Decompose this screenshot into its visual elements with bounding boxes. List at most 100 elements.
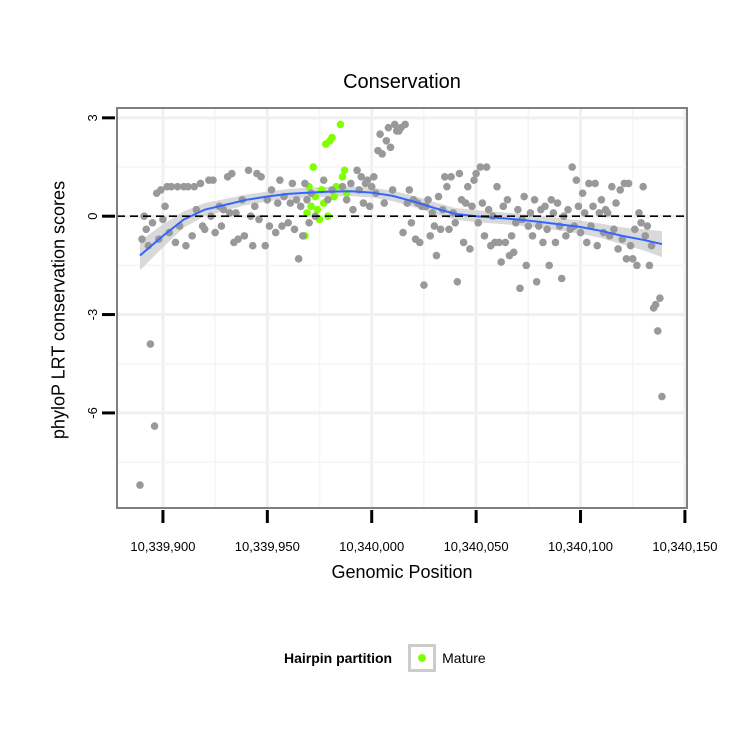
point-other <box>200 225 209 234</box>
point-other <box>572 176 581 184</box>
legend-key <box>408 644 437 672</box>
point-other <box>426 232 434 240</box>
point-other <box>136 481 144 489</box>
point-other <box>276 176 284 184</box>
point-other <box>284 218 293 227</box>
point-other <box>530 196 539 204</box>
point-other <box>597 196 606 204</box>
point-other <box>265 222 274 230</box>
point-other <box>188 232 196 240</box>
point-other <box>532 277 541 286</box>
point-other <box>468 202 476 211</box>
point-other <box>637 218 645 227</box>
point-other <box>240 232 249 240</box>
point-other <box>482 163 491 171</box>
point-other <box>616 186 624 194</box>
y-tick-label: -3 <box>85 309 100 321</box>
point-other <box>626 241 635 250</box>
point-other <box>359 199 368 207</box>
point-other <box>370 173 378 181</box>
point-mature <box>330 192 338 201</box>
point-other <box>273 199 282 207</box>
point-other <box>507 232 516 240</box>
point-other <box>493 182 501 191</box>
point-other <box>522 261 531 270</box>
point-other <box>138 235 146 243</box>
point-other <box>534 222 543 230</box>
point-other <box>524 222 533 230</box>
point-other <box>384 123 393 132</box>
point-other <box>509 248 518 257</box>
point-mature <box>309 163 318 171</box>
point-other <box>480 232 489 240</box>
point-other <box>631 225 639 234</box>
point-other <box>219 205 228 214</box>
y-axis-label: phyloP LRT conservation scores <box>48 180 69 440</box>
point-other <box>301 179 309 188</box>
point-mature <box>338 173 347 181</box>
point-other <box>303 196 311 204</box>
plot-border <box>116 107 688 509</box>
point-other <box>628 255 637 263</box>
x-tick-label: 10,340,150 <box>652 539 717 554</box>
point-other <box>257 173 265 181</box>
point-other <box>553 199 562 207</box>
point-other <box>232 209 240 217</box>
point-other <box>653 327 662 335</box>
x-tick-label: 10,340,000 <box>339 539 404 554</box>
point-other <box>501 238 510 247</box>
point-other <box>192 205 201 214</box>
point-other <box>580 209 589 217</box>
point-other <box>608 182 616 191</box>
point-other <box>217 222 226 230</box>
x-tick-label: 10,340,050 <box>444 539 509 554</box>
point-other <box>641 232 650 240</box>
point-other <box>441 173 449 181</box>
point-other <box>434 192 443 201</box>
point-other <box>388 186 397 194</box>
point-other <box>447 173 455 181</box>
point-other <box>161 202 169 211</box>
legend-mature-dot <box>418 654 427 662</box>
point-other <box>484 205 493 214</box>
point-other <box>568 163 576 171</box>
point-other <box>296 202 305 211</box>
point-other <box>363 176 372 184</box>
point-other <box>286 199 295 207</box>
point-other <box>472 169 480 178</box>
point-other <box>622 255 631 263</box>
point-other <box>645 261 654 270</box>
point-other <box>196 179 205 188</box>
point-other <box>547 196 556 204</box>
point-other <box>499 202 508 211</box>
point-other <box>455 169 464 178</box>
x-tick-label: 10,339,950 <box>235 539 300 554</box>
point-other <box>342 196 351 204</box>
point-other <box>618 235 627 243</box>
point-other <box>234 235 242 243</box>
point-other <box>278 222 286 230</box>
point-other <box>294 255 303 263</box>
y-tick-label: 3 <box>85 114 100 121</box>
point-other <box>526 209 535 217</box>
point-mature <box>303 209 311 217</box>
x-axis-label: Genomic Position <box>331 562 473 582</box>
point-other <box>539 238 547 247</box>
point-other <box>182 241 190 250</box>
point-other <box>167 182 176 191</box>
point-other <box>228 169 236 178</box>
point-other <box>211 228 219 237</box>
point-other <box>591 179 599 188</box>
point-other <box>148 218 157 227</box>
point-other <box>261 241 270 250</box>
point-other <box>658 392 666 401</box>
point-other <box>184 182 192 191</box>
point-other <box>541 202 549 211</box>
point-other <box>380 199 389 207</box>
point-other <box>171 238 180 247</box>
point-other <box>386 143 395 152</box>
point-other <box>367 182 376 191</box>
point-mature <box>307 202 315 211</box>
point-other <box>357 173 366 181</box>
